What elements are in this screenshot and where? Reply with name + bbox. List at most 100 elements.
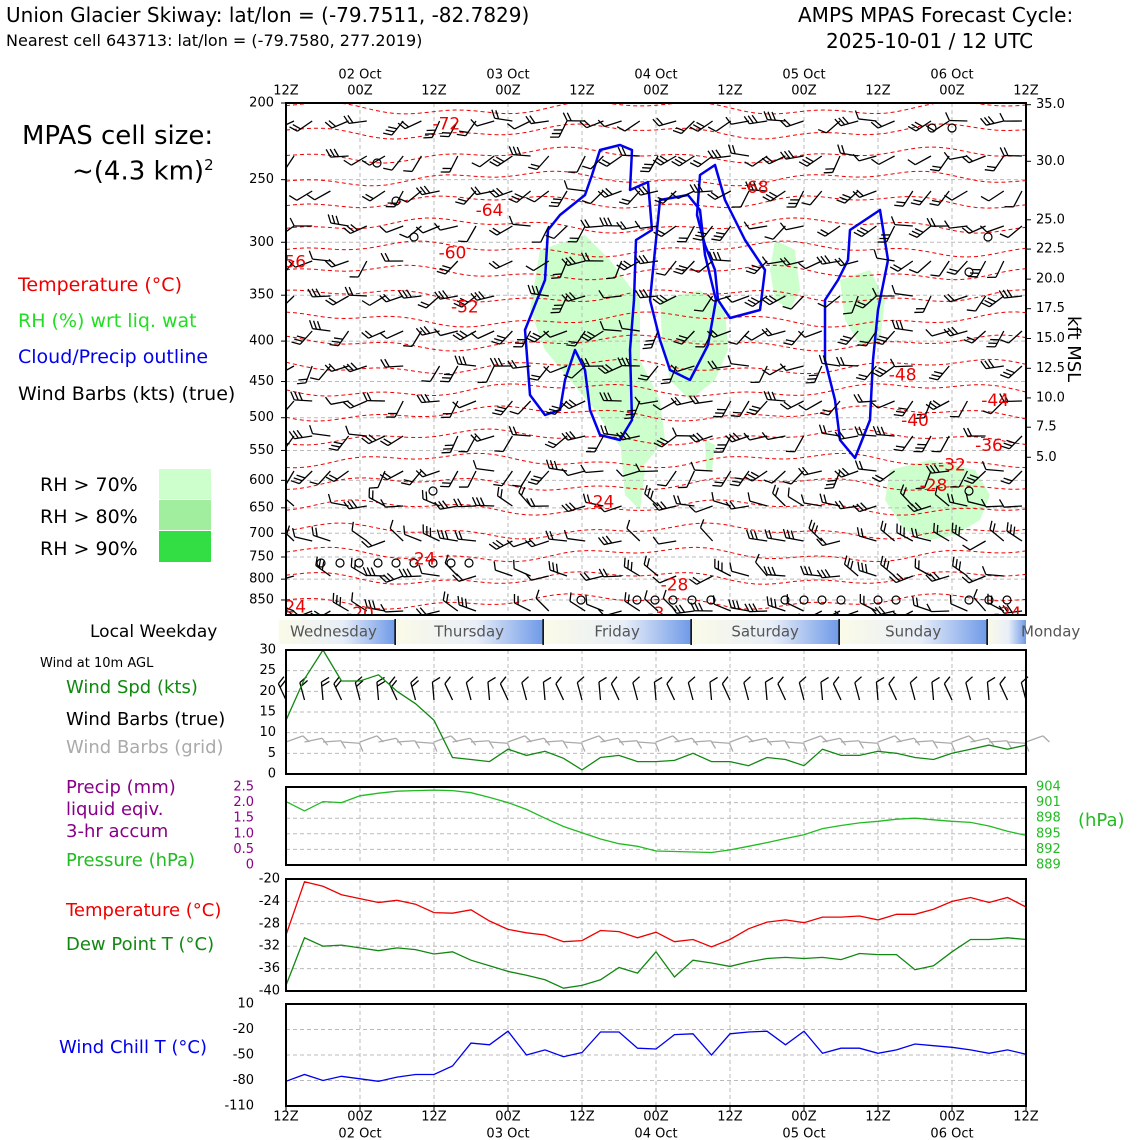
wind-barb-staff (1008, 330, 1023, 344)
wind-barb (634, 220, 659, 229)
wind-barb-flag (653, 231, 662, 238)
wind-barb (615, 469, 640, 477)
bottom-time-tick-label: 00Z (939, 1110, 965, 1125)
wind-barb-staff (770, 190, 786, 202)
wind-barb (634, 288, 659, 299)
wind-barb-flag (366, 567, 372, 576)
wind-barb-staff (676, 610, 695, 614)
isotherm-line (286, 405, 1026, 422)
wind-barb-staff (534, 330, 550, 343)
wind-barb-flag (1003, 147, 1009, 156)
wind-barb-flag (372, 490, 374, 500)
wind-barb-flag (512, 426, 518, 436)
wind-barb-staff (901, 435, 914, 452)
wind-barb (506, 539, 531, 548)
wind-barb (852, 502, 877, 513)
legend-cloud: Cloud/Precip outline (18, 346, 209, 368)
wind-barb-flag (727, 355, 732, 364)
wind-barb-flag (678, 604, 686, 613)
wind-barb-flag (731, 206, 741, 208)
wind-barb (785, 741, 808, 752)
wind-barb-staff (858, 535, 877, 542)
wind-barb-staff (391, 120, 404, 136)
wind-barb (998, 604, 1023, 614)
wind-barb-flag (767, 566, 773, 576)
wind-barb-flag (711, 149, 718, 159)
wind-barb (388, 676, 398, 701)
wind-barb (930, 260, 950, 277)
wind-barb (383, 120, 404, 136)
legend-wind-speed: Wind Spd (kts) (66, 677, 198, 698)
wind-barb-staff (785, 225, 804, 231)
wind-barb-flag (555, 676, 562, 685)
wind-barb-flag (644, 485, 648, 495)
wind-barb-staff (694, 400, 713, 405)
wind-barb-flag (915, 447, 925, 449)
wind-barb-staff (517, 400, 532, 415)
wind-barb-flag (999, 393, 1005, 402)
wind-barb (306, 610, 331, 615)
wind-barb-staff (394, 400, 404, 418)
calm-wind-circle (984, 595, 994, 605)
cloud-outline-1 (523, 143, 654, 442)
wind-barb-flag (871, 371, 881, 378)
wind-barb-flag (811, 522, 816, 532)
wind-barb-flag (568, 502, 577, 510)
wind-barb-flag (508, 146, 514, 155)
wind-barb (671, 604, 695, 614)
wind-barb-flag (605, 363, 613, 371)
wind-barb-flag (744, 161, 753, 167)
wind-barb-flag (488, 262, 497, 270)
wind-barb-flag (798, 613, 807, 615)
wind-barb-flag (876, 743, 882, 752)
wind-barb-staff (950, 603, 968, 612)
wind-barb-staff (439, 505, 458, 510)
wind-barb (561, 256, 586, 267)
wind-barb-flag (597, 119, 605, 127)
wind-barb-flag (491, 109, 496, 119)
wind-barb-flag (965, 676, 973, 684)
wind-barb-staff (348, 120, 367, 124)
wind-barb-flag (747, 492, 751, 502)
wind-barb (471, 155, 495, 168)
wind-barb-staff (298, 470, 313, 485)
wind-barb-flag (818, 354, 823, 364)
wind-barb-flag (864, 563, 868, 574)
wind-barb (761, 155, 786, 165)
wind-barb-staff (431, 120, 441, 138)
wind-barb-staff (749, 225, 768, 230)
wind-barb-flag (456, 332, 465, 339)
wind-barb (599, 321, 622, 332)
wind-barb-flag (675, 267, 685, 272)
wind-barb-flag (771, 111, 777, 121)
wind-barb-flag (343, 401, 351, 409)
wind-barb (656, 260, 677, 276)
wind-barb-staff (476, 190, 495, 196)
wind-barb (671, 155, 695, 167)
isotherm-line (286, 452, 1026, 469)
wind-barb (688, 505, 713, 513)
wind-barb-flag (804, 566, 809, 575)
wind-barb (380, 252, 404, 262)
wind-barb-staff (332, 601, 349, 612)
calm-wind-circle (964, 486, 974, 496)
wind-barb-staff (768, 604, 786, 612)
wind-barb-flag (358, 743, 364, 752)
wind-barb (949, 594, 968, 612)
wind-barb (963, 330, 987, 344)
wind-barb-flag (324, 396, 332, 405)
wind-barb (580, 464, 604, 474)
wind-barb-staff (501, 470, 513, 487)
wind-barb-flag (945, 112, 950, 121)
top-time-tick-label: 12Z (273, 84, 299, 99)
wind-barb-flag (621, 146, 627, 156)
wind-barb-flag (652, 503, 660, 511)
wind-barb-flag (891, 284, 896, 294)
wind-barb (653, 676, 663, 701)
wind-barb-flag (442, 500, 449, 509)
wind-barb (561, 430, 586, 441)
wind-barb-staff (785, 741, 804, 744)
wind-barb-flag (329, 343, 339, 347)
wind-barb (800, 565, 822, 577)
wind-barb-flag (457, 595, 460, 605)
